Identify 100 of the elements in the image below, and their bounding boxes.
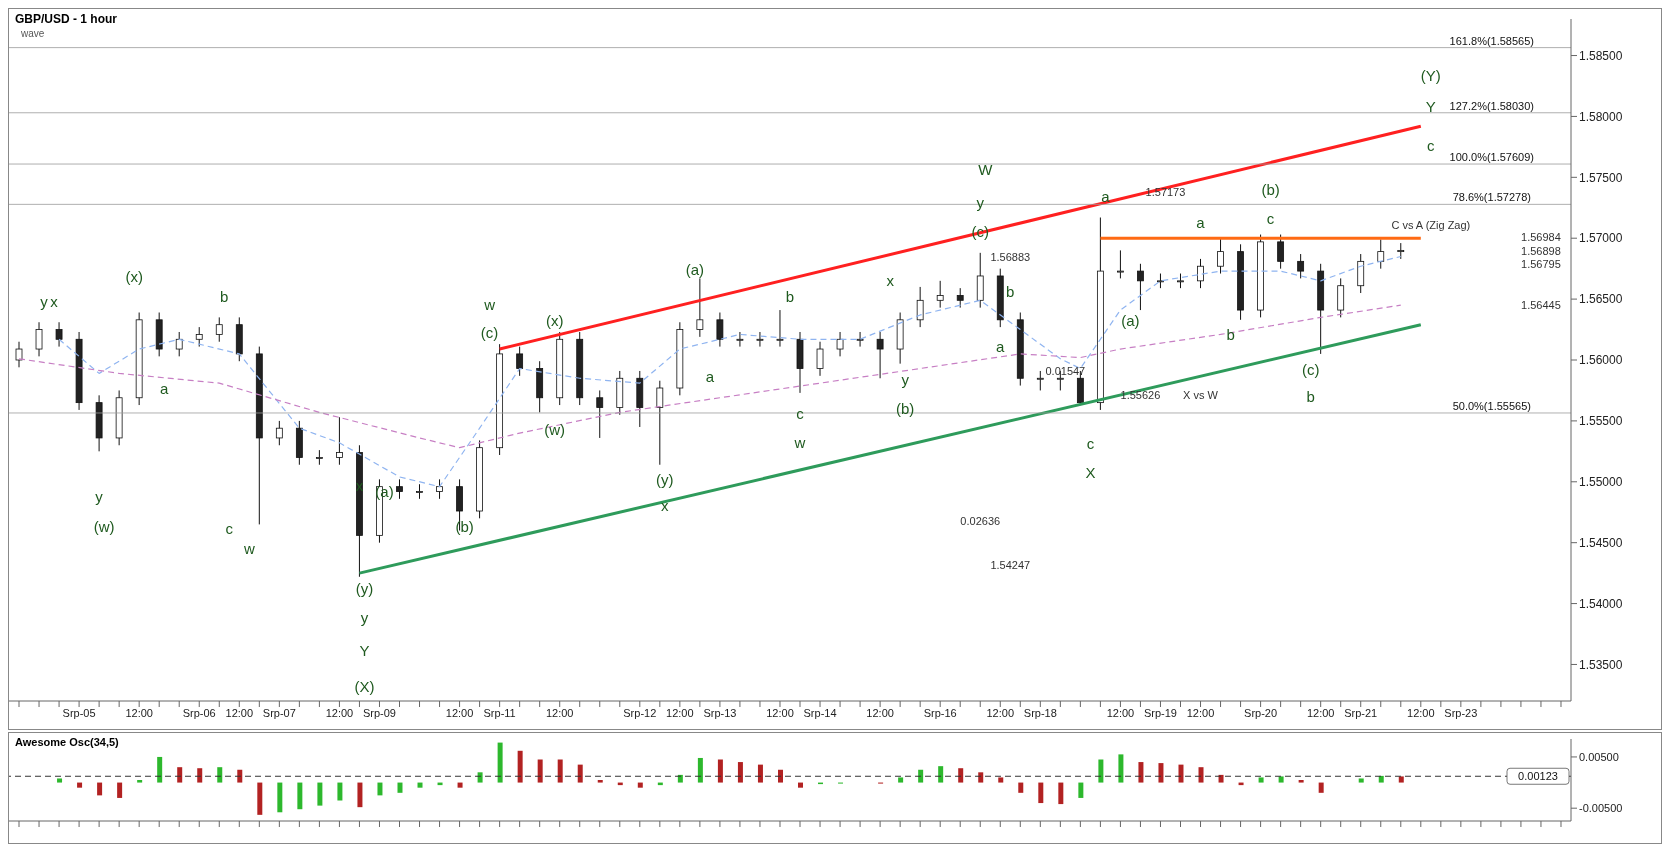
bar [1198, 767, 1204, 783]
annotation: (w) [93, 518, 115, 536]
y-tick-label: 1.53500 [1579, 657, 1623, 672]
x-tick-label: 12:00 [986, 706, 1015, 719]
candlestick [396, 478, 403, 500]
bar [597, 780, 603, 783]
candlestick [15, 341, 23, 368]
annotation: (y) [355, 580, 374, 598]
bar [277, 782, 283, 813]
ref-line-label: 78.6%(1.57278) [1452, 191, 1531, 204]
y-tick-label: 1.56500 [1579, 292, 1623, 307]
ref-line-label: 127.2%(1.58030) [1449, 99, 1535, 112]
annotation: C vs A (Zig Zag) [1391, 218, 1471, 231]
candlestick [1297, 253, 1305, 279]
annotation: 1.56984 [1521, 231, 1561, 244]
candlestick [736, 331, 744, 348]
bar [497, 742, 503, 783]
x-tick-label: Srp-16 [923, 706, 957, 719]
annotation: c [225, 520, 234, 538]
x-tick-label: 12:00 [545, 706, 574, 719]
bar [317, 782, 323, 806]
x-tick-label: 12:00 [1306, 706, 1335, 719]
bar [57, 778, 63, 783]
annotation: 1.55626 [1120, 389, 1161, 402]
bar [1258, 777, 1264, 783]
x-tick-label: Srp-23 [1444, 706, 1478, 719]
bar [377, 782, 383, 796]
x-tick-label: Srp-18 [1023, 706, 1057, 719]
bar [557, 759, 563, 783]
bar [137, 780, 143, 783]
annotation: c [1266, 209, 1275, 227]
annotation: (b) [1261, 180, 1280, 198]
bar [517, 750, 523, 783]
annotation: 0.01547 [1045, 365, 1086, 378]
bar [457, 782, 463, 788]
bar [737, 762, 743, 783]
candlestick [1117, 249, 1124, 279]
x-tick-label: Srp-21 [1344, 706, 1378, 719]
bar [1218, 774, 1224, 783]
candlestick [55, 321, 63, 348]
y-tick-label: 1.58500 [1579, 48, 1623, 63]
bar [297, 782, 303, 810]
bar [77, 782, 83, 788]
annotation: W [978, 161, 994, 179]
annotation: c [1427, 136, 1436, 154]
annotation: y [95, 487, 104, 505]
annotation: Y [359, 642, 370, 660]
chart-title: GBP/USD - 1 hour [15, 12, 118, 26]
annotation: 0.02636 [960, 514, 1001, 527]
text: wave [21, 28, 45, 39]
annotation: x [50, 292, 59, 310]
bar [197, 768, 203, 783]
bar [177, 767, 183, 783]
bar [1058, 782, 1064, 805]
annotation: b [220, 287, 229, 305]
annotation: (b) [895, 399, 915, 417]
y-tick-label: 1.57000 [1579, 231, 1623, 246]
candlestick [776, 309, 784, 348]
annotation: (x) [545, 312, 564, 330]
candlestick [936, 280, 944, 309]
annotation: x [886, 272, 895, 290]
annotation: a [705, 368, 715, 386]
annotation: w [793, 434, 806, 451]
ref-line-label: 100.0%(1.57609) [1449, 151, 1535, 164]
annotation: 1.56898 [1521, 244, 1561, 257]
annotation: b [785, 287, 795, 305]
bar [577, 764, 583, 783]
x-tick-label: 12:00 [866, 706, 894, 719]
x-tick-label: 12:00 [1407, 706, 1435, 719]
candlestick [956, 287, 964, 309]
bar [998, 777, 1004, 783]
annotation: (x) [125, 268, 143, 286]
y-tick-label: -0.00500 [1579, 802, 1623, 815]
annotation: c [1086, 435, 1095, 453]
x-tick-label: Srp-07 [262, 706, 296, 719]
x-tick-label: 12:00 [666, 706, 694, 719]
bar [1298, 780, 1304, 783]
annotation: w [242, 539, 255, 557]
annotation: w [483, 296, 496, 314]
annotation: (c) [480, 324, 499, 342]
x-tick-label: 12:00 [1186, 706, 1215, 719]
bar [357, 782, 363, 808]
annotation: b [1006, 282, 1015, 300]
bar [1158, 763, 1164, 783]
annotation: X [1085, 464, 1096, 482]
annotation: 1.56883 [990, 250, 1031, 263]
annotation: (y) [656, 470, 674, 488]
y-tick-label: 1.54000 [1579, 596, 1623, 611]
bar [697, 757, 703, 783]
annotation: b [1226, 325, 1235, 343]
x-tick-label: Srp-13 [703, 706, 737, 719]
bar [477, 772, 483, 783]
annotation: a [1101, 187, 1111, 205]
annotation: x [661, 497, 670, 515]
bar [1358, 778, 1364, 783]
bar [1318, 782, 1324, 793]
x-tick-label: Srp-14 [803, 706, 837, 719]
bar [637, 782, 643, 788]
candlestick [876, 331, 884, 379]
bar [237, 769, 243, 783]
